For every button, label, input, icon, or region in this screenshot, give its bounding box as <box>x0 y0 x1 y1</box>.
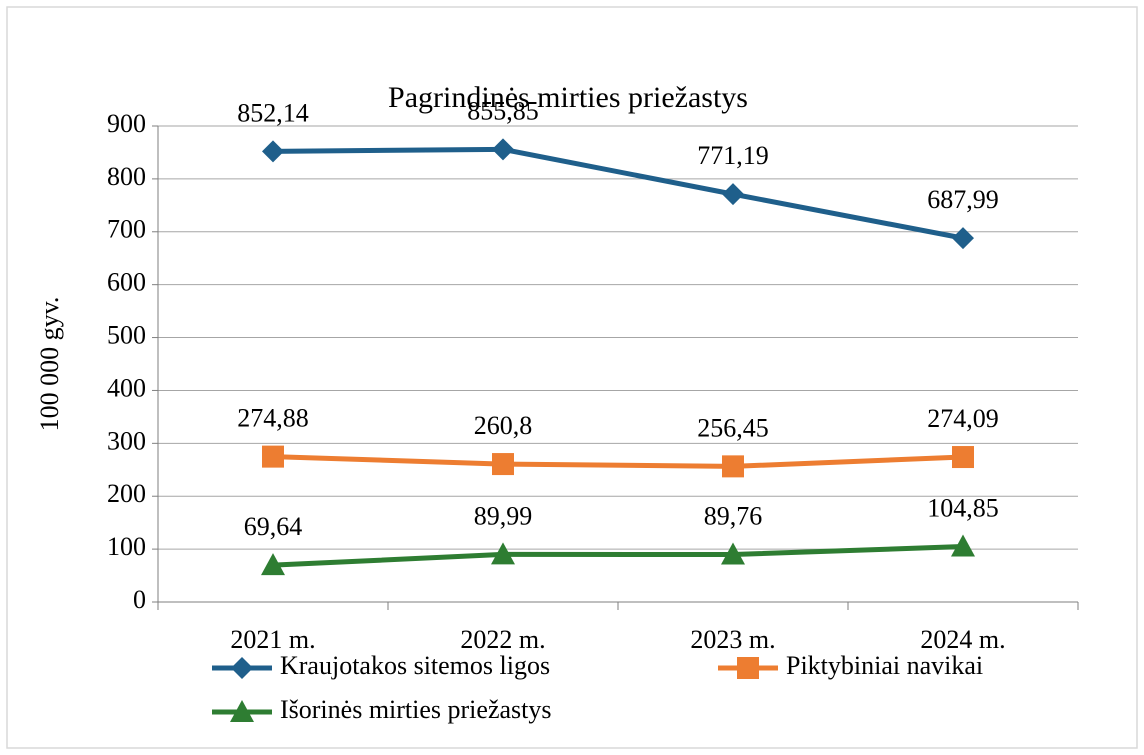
y-axis-label: 100 000 gyv. <box>35 297 64 432</box>
data-label: 771,19 <box>697 141 769 170</box>
y-tick-label: 400 <box>107 373 146 402</box>
y-tick-label: 600 <box>107 268 146 297</box>
data-label: 89,99 <box>474 501 533 530</box>
data-label: 104,85 <box>927 494 999 523</box>
marker <box>261 553 285 576</box>
marker <box>492 453 514 476</box>
series-line <box>272 146 964 241</box>
marker <box>722 183 744 206</box>
marker <box>262 140 284 163</box>
marker <box>952 227 974 250</box>
data-label: 852,14 <box>237 98 309 127</box>
y-tick-label: 100 <box>107 532 146 561</box>
marker <box>952 446 974 469</box>
y-tick-label: 800 <box>107 162 146 191</box>
marker <box>491 542 515 565</box>
x-tick-label: 2023 m. <box>690 625 775 654</box>
data-label: 855,85 <box>467 96 539 125</box>
y-tick-label: 200 <box>107 479 146 508</box>
chart-border <box>6 6 1138 749</box>
x-tick-label: 2022 m. <box>460 625 545 654</box>
marker <box>492 138 514 161</box>
legend-marker <box>231 657 253 679</box>
data-label: 274,09 <box>927 404 999 433</box>
legend-label: Piktybiniai navikai <box>786 651 983 680</box>
legend-marker <box>230 700 254 722</box>
y-tick-label: 300 <box>107 426 146 455</box>
chart-title: Pagrindinės mirties priežastys <box>388 81 748 114</box>
marker <box>951 534 975 557</box>
y-tick-label: 700 <box>107 215 146 244</box>
y-tick-label: 900 <box>107 109 146 138</box>
data-label: 69,64 <box>244 512 303 541</box>
marker <box>262 445 284 468</box>
x-tick-label: 2021 m. <box>230 625 315 654</box>
legend-label: Kraujotakos sitemos ligos <box>280 651 550 680</box>
y-tick-label: 0 <box>133 585 146 614</box>
marker <box>722 455 744 478</box>
data-label: 260,8 <box>474 411 533 440</box>
series-line <box>272 544 964 568</box>
data-label: 89,76 <box>704 501 763 530</box>
series-line <box>272 454 964 469</box>
y-tick-label: 500 <box>107 321 146 350</box>
legend-marker <box>737 657 759 679</box>
x-tick-label: 2024 m. <box>920 625 1005 654</box>
data-label: 687,99 <box>927 185 999 214</box>
data-label: 256,45 <box>697 413 769 442</box>
legend-label: Išorinės mirties priežastys <box>280 695 552 724</box>
marker <box>721 542 745 565</box>
data-label: 274,88 <box>237 404 309 433</box>
